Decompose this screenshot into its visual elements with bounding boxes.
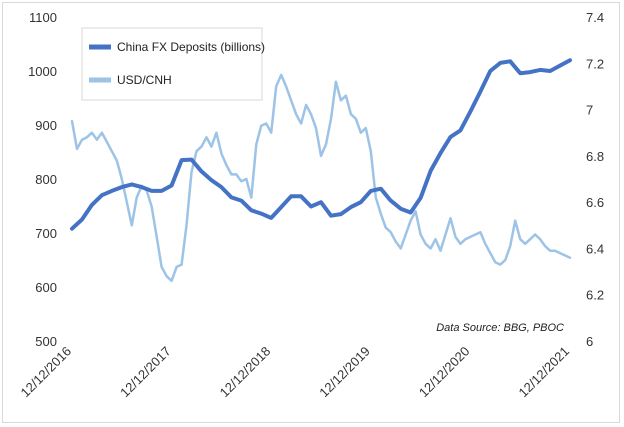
x-tick-0: 12/12/2016 — [17, 344, 74, 401]
y-left-tick-600: 600 — [35, 280, 57, 295]
y-left-tick-1000: 1000 — [28, 64, 57, 79]
x-tick-2: 12/12/2018 — [217, 344, 274, 401]
y-right-tick-7.4: 7.4 — [586, 10, 604, 25]
legend: China FX Deposits (billions) USD/CNH — [81, 27, 265, 101]
y-left-tick-1100: 1100 — [29, 10, 57, 25]
y-left-tick-900: 900 — [35, 118, 57, 133]
y-right-tick-7.2: 7.2 — [586, 56, 604, 71]
y-right-tick-6.8: 6.8 — [586, 149, 604, 164]
y-left-tick-700: 700 — [35, 226, 57, 241]
x-tick-3: 12/12/2019 — [316, 344, 373, 401]
y-left-tick-800: 800 — [35, 172, 57, 187]
x-tick-4: 12/12/2020 — [416, 344, 473, 401]
y-right-tick-6.2: 6.2 — [586, 288, 604, 303]
y-left-tick-labels: 500 600 700 800 900 1000 1100 — [28, 10, 57, 349]
y-right-tick-labels: 6 6.2 6.4 6.6 6.8 7 7.2 7.4 — [586, 10, 604, 349]
series-line-fx-deposits — [70, 58, 572, 231]
y-right-tick-7: 7 — [586, 103, 593, 118]
data-source-note: Data Source: BBG, PBOC — [436, 322, 564, 334]
legend-label-usdcnh: USD/CNH — [117, 73, 172, 87]
y-right-tick-6.4: 6.4 — [586, 241, 604, 256]
y-right-tick-6.6: 6.6 — [586, 195, 604, 210]
legend-box — [81, 27, 263, 101]
series-line-usdcnh — [70, 73, 572, 283]
x-tick-5: 12/12/2021 — [515, 344, 572, 401]
y-right-tick-6: 6 — [586, 334, 593, 349]
legend-label-fx-deposits: China FX Deposits (billions) — [117, 40, 265, 54]
x-tick-1: 12/12/2017 — [117, 344, 174, 401]
series-layer — [70, 58, 572, 283]
x-tick-labels: 12/12/2016 12/12/2017 12/12/2018 12/12/2019… — [17, 344, 572, 401]
y-left-tick-500: 500 — [35, 334, 57, 349]
